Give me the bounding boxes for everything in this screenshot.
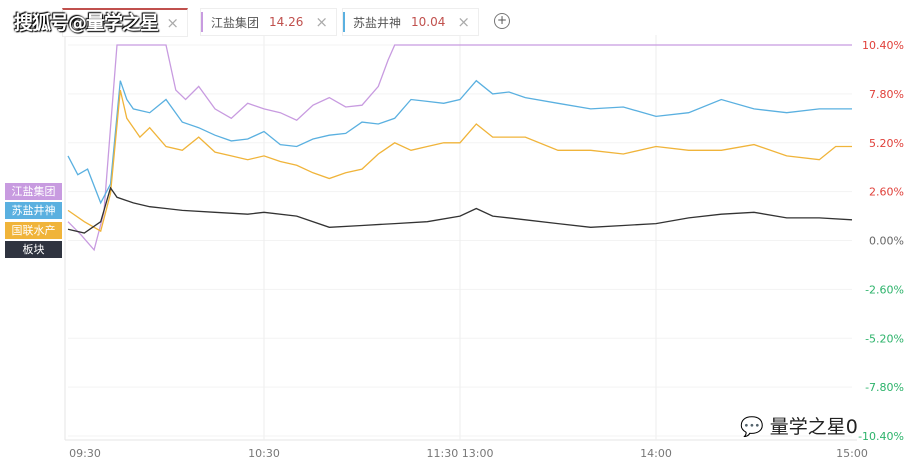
plus-circle-icon[interactable]: + [494, 13, 510, 29]
tab-jiangyan[interactable]: 江盐集团 14.26 × [200, 8, 337, 36]
y-tick-label: 7.80% [869, 88, 904, 101]
x-tick-label: 09:30 [69, 447, 101, 460]
y-tick-label: -2.60% [865, 283, 904, 296]
color-marker [343, 12, 345, 32]
legend-jiangyan: 江盐集团 [5, 183, 62, 200]
series-line-苏盐井神 [67, 79, 852, 205]
x-tick-label: 11:30 13:00 [427, 447, 494, 460]
tab-price: 10.04 [411, 15, 446, 29]
tab-price: 14.26 [269, 15, 304, 29]
x-tick-label: 14:00 [640, 447, 672, 460]
legend-sector: 板块 [5, 241, 62, 258]
x-tick-label: 15:00 [836, 447, 868, 460]
legend-suyan: 苏盐井神 [5, 202, 62, 219]
close-icon[interactable]: × [457, 13, 470, 31]
y-tick-label: 5.20% [869, 137, 904, 150]
x-tick-label: 10:30 [248, 447, 280, 460]
tab-name: 江盐集团 [211, 15, 260, 30]
wechat-icon: 💬 [740, 416, 764, 438]
watermark: 搜狐号@量学之星 [14, 12, 159, 34]
y-tick-label: 0.00% [869, 235, 904, 248]
y-tick-label: -10.40% [858, 430, 904, 443]
color-marker [201, 12, 203, 32]
wechat-watermark: 💬 量学之星0 [740, 412, 858, 439]
tab-stock-1[interactable]: × [62, 8, 188, 37]
y-tick-label: -5.20% [865, 332, 904, 345]
y-tick-label: 2.60% [869, 186, 904, 199]
legend-guolian: 国联水产 [5, 222, 62, 239]
tab-name: 苏盐井神 [353, 15, 402, 30]
y-tick-label: -7.80% [865, 381, 904, 394]
series-line-国联水产 [67, 89, 852, 233]
wechat-label: 量学之星0 [769, 416, 858, 438]
tab-suyan[interactable]: 苏盐井神 10.04 × [342, 8, 479, 36]
series-line-板块 [67, 186, 853, 234]
close-icon[interactable]: × [315, 13, 328, 31]
y-tick-label: 10.40% [862, 39, 904, 52]
series-line-江盐集团 [67, 44, 852, 252]
close-icon[interactable]: × [166, 14, 179, 32]
